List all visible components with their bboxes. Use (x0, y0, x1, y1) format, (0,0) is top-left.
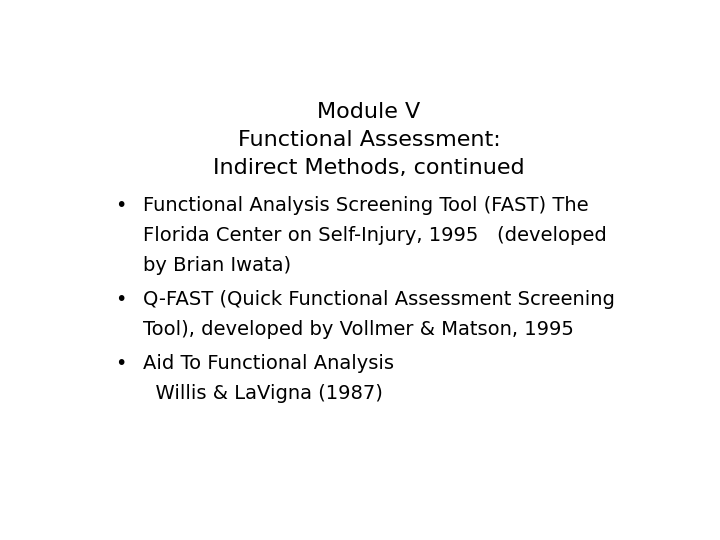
Text: •: • (115, 196, 127, 215)
Text: Willis & LaVigna (1987): Willis & LaVigna (1987) (143, 384, 383, 403)
Text: Florida Center on Self-Injury, 1995   (developed: Florida Center on Self-Injury, 1995 (dev… (143, 226, 607, 245)
Text: Q-FAST (Quick Functional Assessment Screening: Q-FAST (Quick Functional Assessment Scre… (143, 290, 615, 309)
Text: Aid To Functional Analysis: Aid To Functional Analysis (143, 354, 394, 373)
Text: •: • (115, 290, 127, 309)
Text: Functional Analysis Screening Tool (FAST) The: Functional Analysis Screening Tool (FAST… (143, 196, 589, 215)
Text: Tool), developed by Vollmer & Matson, 1995: Tool), developed by Vollmer & Matson, 19… (143, 320, 574, 339)
Text: Module V
Functional Assessment:
Indirect Methods, continued: Module V Functional Assessment: Indirect… (213, 102, 525, 178)
Text: •: • (115, 354, 127, 373)
Text: by Brian Iwata): by Brian Iwata) (143, 255, 291, 275)
